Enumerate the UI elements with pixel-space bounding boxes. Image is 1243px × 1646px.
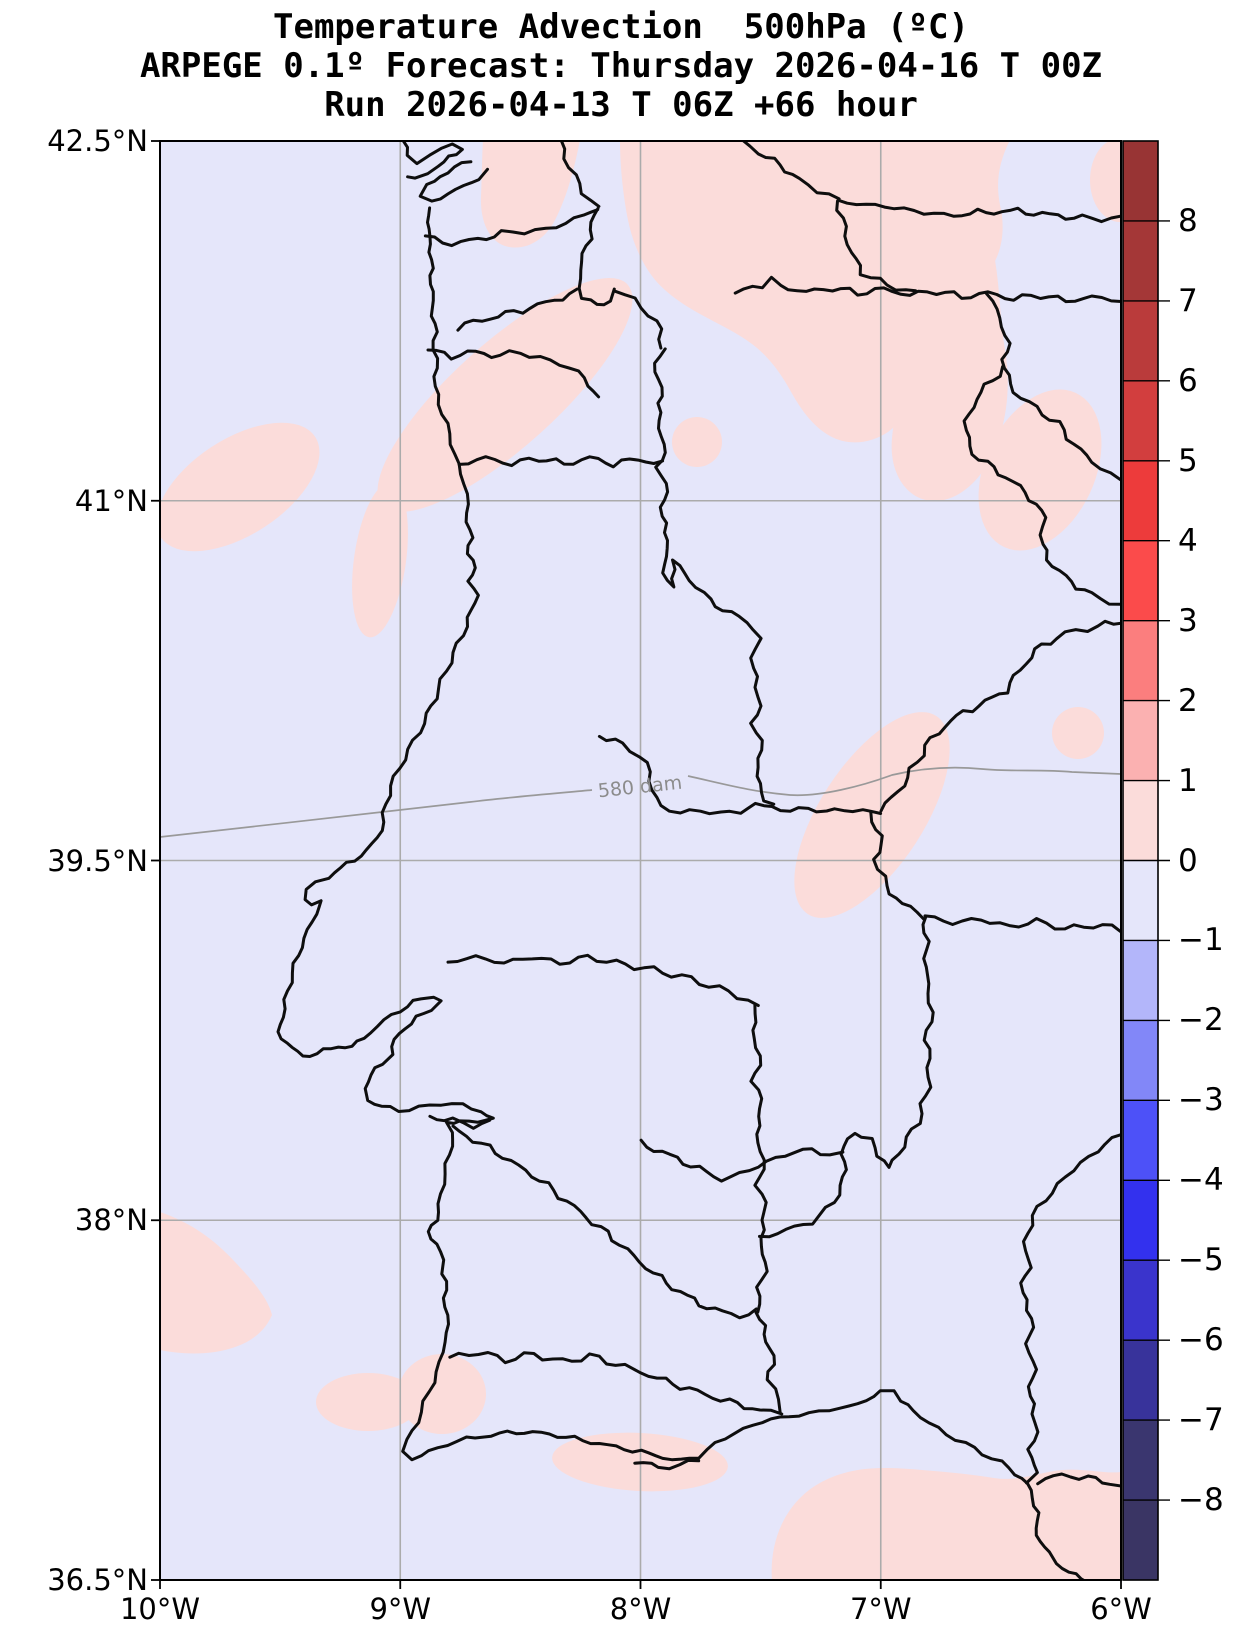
colorbar-band xyxy=(1123,1340,1158,1421)
colorbar-tick-label: −8 xyxy=(1178,1482,1224,1519)
colorbar-tick-label: 4 xyxy=(1178,522,1198,559)
boundary-line xyxy=(733,275,1121,304)
boundary-line xyxy=(446,953,760,1007)
colorbar-band xyxy=(1123,700,1158,782)
colorbar-tick-label: −2 xyxy=(1178,1002,1224,1039)
boundary-line xyxy=(451,1124,758,1320)
latitude-tick-label: 36.5°N xyxy=(47,1563,148,1597)
colorbar-band xyxy=(1123,1100,1158,1181)
boundary-line xyxy=(423,208,600,248)
boundary-line xyxy=(418,160,489,203)
latitude-tick-label: 38°N xyxy=(74,1203,148,1238)
boundary-line xyxy=(653,347,776,806)
colorbar-tick-label: 3 xyxy=(1178,602,1198,639)
colorbar-tick-label: 2 xyxy=(1178,682,1198,719)
colorbar-tick-label: −5 xyxy=(1178,1242,1224,1279)
boundary-line xyxy=(457,455,665,469)
colorbar-tick-label: 7 xyxy=(1178,282,1198,319)
geopotential-580dam-contour xyxy=(160,766,1121,838)
colorbar-tick-label: 0 xyxy=(1178,842,1198,879)
colorbar-tick-label: 5 xyxy=(1178,442,1198,479)
boundary-line xyxy=(962,365,1121,606)
colorbar-band xyxy=(1123,860,1158,942)
coastline xyxy=(276,206,1087,1580)
boundary-line xyxy=(741,141,841,201)
boundary-line xyxy=(835,199,918,293)
colorbar-tick-label: −1 xyxy=(1178,922,1224,959)
latitude-tick-label: 41°N xyxy=(74,483,148,518)
boundary-line xyxy=(879,619,1121,813)
boundary-line xyxy=(869,810,925,921)
boundary-line xyxy=(1019,1133,1121,1485)
boundary-line xyxy=(448,1351,784,1416)
boundary-line xyxy=(923,914,1121,934)
boundary-line xyxy=(758,914,935,1239)
colorbar-tick-label: 6 xyxy=(1178,362,1198,399)
boundary-line xyxy=(639,1138,845,1183)
colorbar-band xyxy=(1123,1180,1158,1261)
positive-advection-regions xyxy=(160,141,1121,1580)
colorbar-band xyxy=(1123,540,1158,622)
colorbar-band xyxy=(1123,300,1158,382)
axis-tick-marks xyxy=(151,140,1122,1589)
colorbar-band xyxy=(1123,1500,1158,1581)
colorbar-band xyxy=(1123,220,1158,302)
title-line-2: ARPEGE 0.1º Forecast: Thursday 2026-04-1… xyxy=(139,46,1103,86)
boundary-line xyxy=(597,734,883,816)
boundary-line xyxy=(559,141,601,208)
colorbar-band xyxy=(1123,620,1158,702)
latitude-tick-label: 39.5°N xyxy=(47,843,148,878)
title-line-3: Run 2026-04-13 T 06Z +66 hour xyxy=(324,85,918,125)
colorbar-band xyxy=(1123,1020,1158,1101)
colorbar-band xyxy=(1123,1260,1158,1341)
boundary-line xyxy=(456,287,579,332)
colorbar-band xyxy=(1123,940,1158,1021)
boundary-line xyxy=(613,289,664,350)
colorbar-tick-label: −6 xyxy=(1178,1322,1224,1359)
boundary-line xyxy=(633,1458,701,1471)
colorbar-band xyxy=(1123,1420,1158,1501)
longitude-tick-label: 6°W xyxy=(1090,1592,1152,1626)
colorbar-tick-label: 8 xyxy=(1178,202,1198,239)
colorbar-tick-label: 1 xyxy=(1178,762,1198,799)
figure-title: Temperature Advection 500hPa (ºC) ARPEGE… xyxy=(19,8,1223,125)
colorbar-tick-label: −7 xyxy=(1178,1402,1224,1439)
colorbar xyxy=(1122,140,1170,1581)
boundary-line xyxy=(426,348,601,399)
boundary-line xyxy=(985,292,1121,482)
longitude-tick-label: 10°W xyxy=(119,1592,201,1626)
longitude-tick-label: 7°W xyxy=(849,1592,912,1626)
boundary-line xyxy=(401,141,464,180)
boundary-line xyxy=(754,1310,782,1415)
boundary-line xyxy=(577,206,616,307)
boundary-line xyxy=(1036,1472,1121,1488)
colorbar-band xyxy=(1123,460,1158,542)
boundary-line xyxy=(749,1003,769,1314)
longitude-tick-label: 9°W xyxy=(369,1592,432,1626)
colorbar-band xyxy=(1123,780,1158,862)
coastline-and-district-boundaries xyxy=(276,141,1121,1580)
colorbar-band xyxy=(1123,380,1158,462)
longitude-tick-label: 8°W xyxy=(609,1592,672,1626)
boundary-line xyxy=(836,198,1121,224)
title-line-1: Temperature Advection 500hPa (ºC) xyxy=(273,7,969,47)
graticule-gridlines xyxy=(160,141,1121,1580)
latitude-tick-label: 42.5°N xyxy=(47,124,148,158)
boundary-line xyxy=(428,1114,492,1130)
colorbar-tick-label: −4 xyxy=(1178,1162,1224,1199)
colorbar-tick-label: −3 xyxy=(1178,1082,1224,1119)
colorbar-band xyxy=(1123,141,1158,222)
